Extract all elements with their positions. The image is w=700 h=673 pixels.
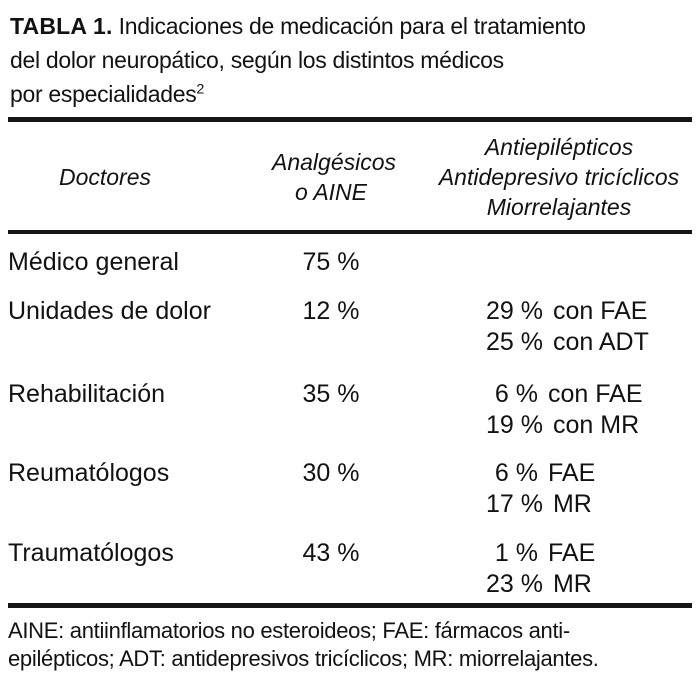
med-line: 19 % con MR (486, 410, 692, 441)
header-other-meds-line-2: Antidepresivo tricíclicos (438, 164, 680, 190)
doctor-name-cell: Traumatólogos (8, 539, 174, 567)
other-meds-cell: 6 % con FAE 19 % con MR (400, 379, 692, 441)
doctor-name-cell: Rehabilitación (8, 380, 166, 408)
aine-percentage-cell: 43 % (302, 539, 360, 567)
med-label: FAE (548, 459, 596, 487)
med-pct: 1 % (494, 539, 538, 567)
med-pct: 29 % (486, 297, 543, 325)
other-meds-cell: 6 % FAE 17 % MR (400, 458, 692, 520)
med-label: MR (552, 490, 592, 518)
header-other-meds-line-3: Miorrelajantes (486, 194, 632, 220)
table-number: TABLA 1. (10, 13, 113, 39)
table-row: Reumatólogos 30 % 6 % FAE 17 % MR (8, 458, 692, 520)
title-line-1: TABLA 1. Indicaciones de medicación para… (10, 9, 692, 43)
table-row: Rehabilitación 35 % 6 % con FAE 19 % con M… (8, 379, 692, 441)
table-title: TABLA 1. Indicaciones de medicación para… (10, 9, 692, 111)
med-line: 25 % con ADT (486, 327, 692, 358)
header-rule (8, 230, 692, 234)
table-row: Médico general 75 % (8, 247, 692, 277)
title-line-2: del dolor neuropático, según los distint… (10, 47, 504, 73)
title-text-3: por especialidades (10, 81, 197, 107)
header-analgesics-line-2: o AINE (294, 179, 367, 205)
med-label: con ADT (552, 328, 649, 356)
aine-percentage-cell: 30 % (302, 459, 360, 487)
doctor-name-cell: Unidades de dolor (8, 297, 211, 325)
doctor-name-cell: Reumatólogos (8, 459, 170, 487)
footnote-line-1: AINE: antiinflamatorios no esteroideos; … (8, 618, 570, 643)
med-pct: 23 % (486, 570, 543, 598)
table-body: Médico general 75 % Unidades de dolor 12… (8, 247, 692, 603)
other-meds-cell: 29 % con FAE 25 % con ADT (400, 296, 692, 358)
aine-percentage-cell: 12 % (302, 297, 360, 325)
bottom-rule (8, 603, 692, 608)
med-pct: 25 % (486, 328, 543, 356)
med-label: con FAE (548, 380, 643, 408)
med-line: 29 % con FAE (486, 296, 692, 327)
table-row: Unidades de dolor 12 % 29 % con FAE 25 % c… (8, 296, 692, 358)
table-row: Traumatólogos 43 % 1 % FAE 23 % MR (8, 538, 692, 600)
other-meds-cell: 1 % FAE 23 % MR (400, 538, 692, 600)
header-doctors: Doctores (58, 164, 152, 190)
title-line-3: por especialidades2 (10, 77, 692, 111)
med-pct: 17 % (486, 490, 543, 518)
med-label: MR (552, 570, 592, 598)
med-line: 23 % MR (486, 569, 692, 600)
med-label: con MR (552, 411, 640, 439)
header-analgesics: Analgésicos o AINE (272, 147, 400, 207)
med-pct: 6 % (494, 380, 538, 408)
aine-percentage-cell: 75 % (302, 248, 360, 276)
header-analgesics-line-1: Analgésicos (272, 149, 397, 175)
med-label: con FAE (552, 297, 648, 325)
med-line: 1 % FAE (486, 538, 692, 569)
aine-percentage-cell: 35 % (302, 380, 360, 408)
med-line: 17 % MR (486, 489, 692, 520)
footnote-line-2: epilépticos; ADT: antidepresivos tricícl… (8, 646, 599, 671)
header-other-meds: Antiepilépticos Antidepresivo tricíclico… (400, 132, 692, 222)
med-line: 6 % FAE (486, 458, 692, 489)
citation-superscript: 2 (196, 81, 205, 98)
med-label: FAE (548, 539, 596, 567)
med-pct: 19 % (486, 411, 543, 439)
med-pct: 6 % (494, 459, 538, 487)
title-text-1: Indicaciones de medicación para el trata… (118, 13, 586, 39)
table-header-row: Doctores Analgésicos o AINE Antiepilépti… (8, 122, 692, 230)
top-rule (8, 117, 692, 122)
doctor-name-cell: Médico general (8, 248, 179, 276)
table-footnote: AINE: antiinflamatorios no esteroideos; … (8, 617, 692, 673)
med-line: 6 % con FAE (486, 379, 692, 410)
header-other-meds-line-1: Antiepilépticos (484, 134, 634, 160)
